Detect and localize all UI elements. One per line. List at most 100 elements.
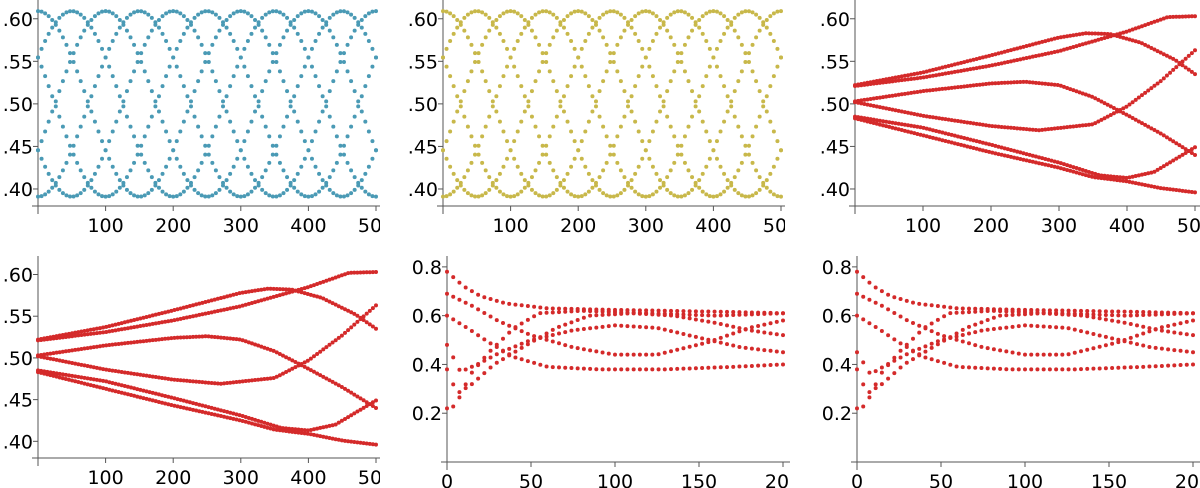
data-point (1004, 309, 1009, 314)
data-point (451, 14, 456, 19)
data-point (333, 275, 338, 280)
data-point (132, 193, 137, 198)
data-point (73, 333, 78, 338)
data-point (292, 109, 297, 114)
data-point (554, 15, 559, 20)
data-point (339, 438, 344, 443)
y-tick-label: 0.4 (822, 354, 852, 376)
data-point (871, 103, 876, 108)
data-point (1005, 80, 1010, 85)
data-point (494, 178, 499, 183)
data-point (124, 175, 129, 180)
data-point (1102, 176, 1107, 181)
data-point (358, 396, 363, 401)
data-point (1183, 147, 1188, 152)
data-point (739, 193, 744, 198)
data-point (1172, 330, 1177, 335)
data-point (859, 117, 864, 122)
data-series-3 (855, 313, 1195, 372)
data-point (57, 175, 62, 180)
chart-panel-3: 100200300400500.40.45.50.55.60 (815, 0, 1200, 244)
data-point (586, 84, 591, 89)
data-point (271, 294, 276, 299)
data-point (488, 297, 493, 302)
data-point (608, 51, 613, 56)
data-point (156, 337, 161, 342)
data-point (336, 304, 341, 309)
data-point (92, 171, 97, 176)
data-point (129, 340, 134, 345)
data-point (242, 9, 247, 14)
data-point (1086, 31, 1091, 36)
data-point (937, 129, 942, 134)
data-point (1055, 165, 1060, 170)
data-point (1072, 367, 1077, 372)
data-point (1128, 313, 1133, 318)
data-point (856, 83, 861, 88)
data-point (174, 194, 179, 199)
data-point (887, 94, 892, 99)
data-point (110, 328, 115, 333)
data-point (181, 316, 186, 321)
data-point (156, 178, 161, 183)
data-point (1161, 52, 1166, 57)
data-point (107, 380, 112, 385)
data-point (277, 160, 282, 165)
data-point (996, 144, 1001, 149)
data-point (149, 175, 154, 180)
data-point (512, 9, 517, 14)
data-point (78, 168, 83, 173)
data-point (1027, 159, 1032, 164)
data-point (672, 69, 677, 74)
data-point (1108, 34, 1113, 39)
data-point (469, 364, 474, 369)
data-point (287, 287, 292, 292)
x-tick-label: 0 (441, 471, 453, 488)
data-point (313, 192, 318, 197)
data-point (544, 364, 549, 369)
data-point (164, 11, 169, 16)
data-point (557, 365, 561, 370)
data-point (358, 440, 363, 445)
data-point (725, 17, 730, 22)
data-point (977, 56, 982, 61)
data-point (224, 94, 229, 99)
data-point (1133, 181, 1138, 186)
data-point (206, 299, 211, 304)
data-point (94, 384, 99, 389)
data-point (39, 338, 44, 343)
data-point (469, 160, 474, 165)
data-point (990, 81, 995, 86)
data-point (178, 397, 183, 402)
data-point (169, 395, 174, 400)
data-point (142, 69, 147, 74)
data-point (613, 352, 617, 357)
data-point (1030, 42, 1035, 47)
data-point (1054, 367, 1059, 372)
data-point (1096, 175, 1101, 180)
data-point (912, 72, 917, 77)
data-point (48, 356, 53, 361)
data-point (746, 59, 751, 64)
data-point (191, 314, 196, 319)
data-point (330, 340, 335, 345)
data-point (45, 356, 50, 361)
data-point (887, 124, 892, 129)
data-point (640, 194, 645, 199)
data-point (871, 117, 876, 122)
data-point (1103, 343, 1108, 348)
data-point (927, 68, 932, 73)
data-point (51, 370, 56, 375)
data-point (178, 11, 183, 16)
data-point (1139, 93, 1144, 98)
data-point (998, 309, 1003, 314)
data-point (285, 187, 290, 192)
data-point (1071, 88, 1076, 93)
data-point (51, 373, 56, 378)
data-point (135, 394, 140, 399)
data-point (82, 375, 87, 380)
data-point (949, 140, 954, 145)
data-point (962, 119, 967, 124)
data-point (64, 69, 69, 74)
data-point (675, 309, 680, 313)
